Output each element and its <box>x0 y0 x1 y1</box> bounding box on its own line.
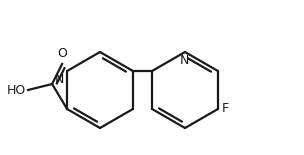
Text: F: F <box>222 102 229 115</box>
Text: HO: HO <box>7 84 26 97</box>
Text: O: O <box>57 47 67 60</box>
Text: N: N <box>55 73 64 86</box>
Text: N: N <box>179 54 189 67</box>
